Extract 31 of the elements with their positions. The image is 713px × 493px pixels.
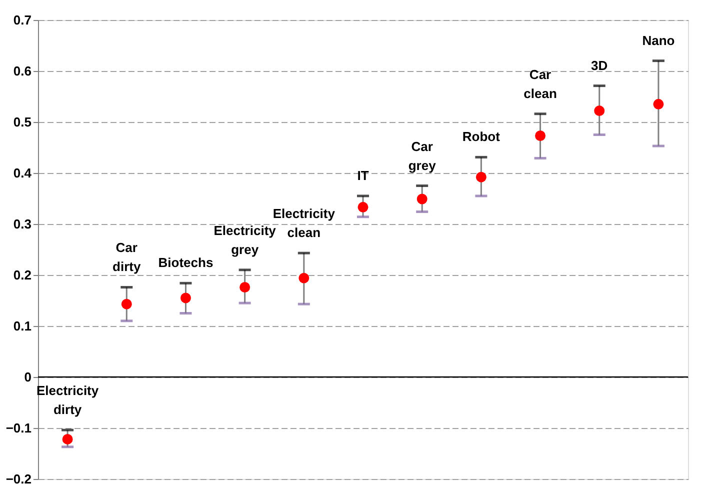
x-tick-label: Electricity grey bbox=[214, 222, 277, 257]
point bbox=[121, 298, 132, 310]
point bbox=[358, 202, 368, 212]
x-tick-label: 3D bbox=[591, 58, 608, 73]
point bbox=[653, 98, 664, 110]
x-tick-label: Car clean bbox=[524, 66, 557, 101]
x-tick-label: Biotechs bbox=[158, 255, 214, 270]
y-tick-label: 0.3 bbox=[13, 216, 32, 232]
point bbox=[594, 106, 605, 116]
y-tick-label: 0.7 bbox=[13, 12, 32, 28]
y-tick-label: 0.5 bbox=[13, 114, 32, 130]
point bbox=[476, 172, 486, 182]
y-tick-label: 0.1 bbox=[13, 318, 32, 334]
point bbox=[416, 194, 428, 204]
x-tick-label: Nano bbox=[642, 32, 675, 48]
y-tick-label: 0 bbox=[24, 370, 32, 384]
x-tick-label: Car dirty bbox=[112, 240, 142, 274]
y-tick-label: 0.6 bbox=[13, 64, 32, 78]
x-tick-label: IT bbox=[357, 168, 369, 183]
y-tick-label: 0.2 bbox=[13, 268, 32, 282]
y-tick-label: −0.1 bbox=[6, 420, 32, 436]
point bbox=[240, 282, 250, 292]
y-tick-label: 0.4 bbox=[13, 166, 32, 180]
point bbox=[298, 272, 310, 284]
point bbox=[180, 292, 191, 304]
point bbox=[62, 434, 73, 444]
point bbox=[535, 130, 546, 142]
x-tick-label: Robot bbox=[462, 129, 501, 144]
y-tick-label: −0.2 bbox=[6, 472, 32, 486]
x-tick-label: Car grey bbox=[408, 138, 437, 173]
x-tick-label: Electricity dirty bbox=[36, 383, 100, 418]
